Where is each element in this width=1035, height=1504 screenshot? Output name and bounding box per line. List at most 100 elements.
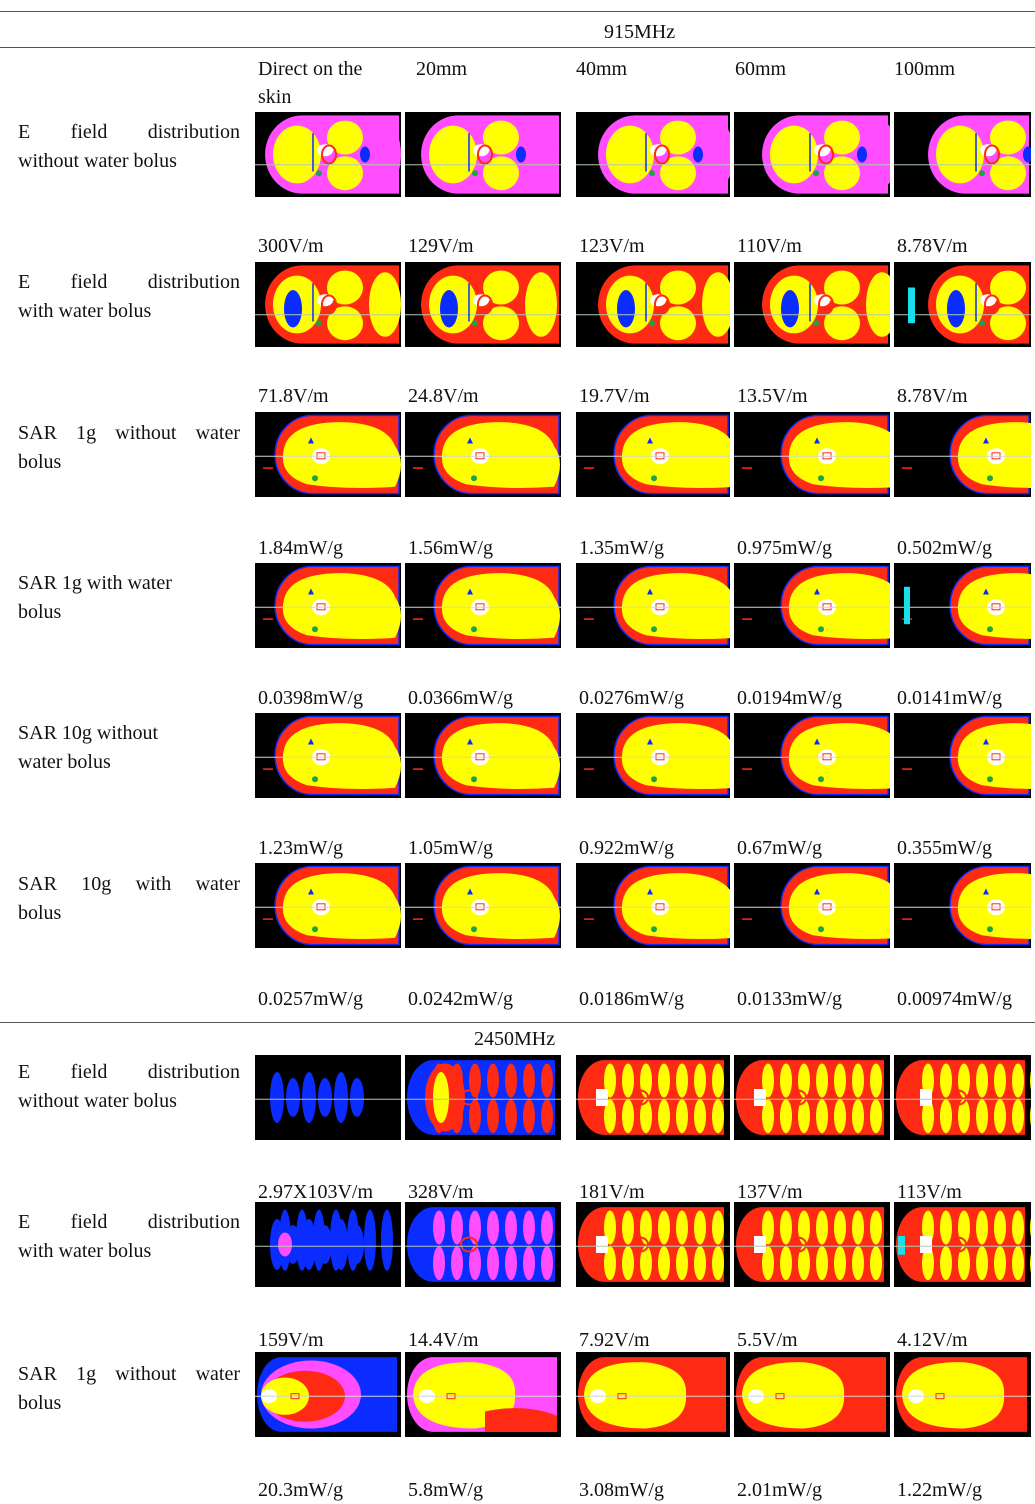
- field-map-image: [734, 412, 890, 497]
- field-map-image: [576, 262, 730, 347]
- peak-value: 3.08mW/g: [579, 1479, 664, 1501]
- peak-value: 8.78V/m: [897, 385, 968, 407]
- peak-value: 300V/m: [258, 235, 324, 257]
- field-map-image: [576, 1202, 730, 1287]
- row-label-line2: bolus: [18, 601, 62, 623]
- row-label-line2: bolus: [18, 451, 62, 473]
- row-label: SAR 1g without water bolus: [18, 419, 240, 477]
- peak-value: 0.67mW/g: [737, 837, 822, 859]
- field-map-image: [894, 1202, 1031, 1287]
- field-map-image: [894, 412, 1031, 497]
- field-map-image: [576, 1055, 730, 1140]
- row-label-line1: SAR 1g without water: [18, 1363, 240, 1385]
- row-label: SAR 10g with water bolus: [18, 870, 240, 928]
- field-map-image: [255, 1055, 401, 1140]
- peak-value: 8.78V/m: [897, 235, 968, 257]
- field-map-image: [255, 863, 401, 948]
- section-title-915: 915MHz: [604, 21, 676, 43]
- peak-value: 0.0366mW/g: [408, 687, 513, 709]
- row-label-line2: with water bolus: [18, 1240, 152, 1262]
- row-label-line1: SAR 1g without water: [18, 422, 240, 444]
- peak-value: 137V/m: [737, 1181, 803, 1203]
- peak-value: 129V/m: [408, 235, 474, 257]
- row-label-line2: with water bolus: [18, 300, 152, 322]
- row-label-line2: without water bolus: [18, 1090, 177, 1112]
- row-label-line1: SAR 1g with water: [18, 572, 172, 594]
- row-label-line2: bolus: [18, 902, 62, 924]
- peak-value: 2.01mW/g: [737, 1479, 822, 1501]
- peak-value: 0.00974mW/g: [897, 988, 1012, 1010]
- peak-value: 7.92V/m: [579, 1329, 650, 1351]
- row-label-line1: E field distribution: [18, 1061, 240, 1083]
- field-map-image: [576, 563, 730, 648]
- peak-value: 0.975mW/g: [737, 537, 832, 559]
- field-map-image: [894, 713, 1031, 798]
- peak-value: 71.8V/m: [258, 385, 329, 407]
- field-map-image: [734, 1055, 890, 1140]
- peak-value: 1.05mW/g: [408, 837, 493, 859]
- peak-value: 159V/m: [258, 1329, 324, 1351]
- field-map-image: [255, 1202, 401, 1287]
- peak-value: 113V/m: [897, 1181, 962, 1203]
- field-map-image: [894, 112, 1031, 197]
- field-map-image: [894, 262, 1031, 347]
- row-label-line1: SAR 10g without: [18, 722, 159, 744]
- field-map-image: [576, 863, 730, 948]
- peak-value: 181V/m: [579, 1181, 645, 1203]
- peak-value: 123V/m: [579, 235, 645, 257]
- field-map-image: [734, 563, 890, 648]
- field-map-image: [405, 1202, 561, 1287]
- field-map-image: [255, 112, 401, 197]
- column-header-40mm: 40mm: [576, 58, 628, 80]
- peak-value: 0.355mW/g: [897, 837, 992, 859]
- row-label: SAR 10g without water bolus: [18, 719, 240, 777]
- field-map-image: [576, 112, 730, 197]
- row-label: E field distribution with water bolus: [18, 1208, 240, 1266]
- field-map-image: [734, 863, 890, 948]
- field-map-image: [576, 1352, 730, 1437]
- field-map-image: [734, 112, 890, 197]
- peak-value: 0.0242mW/g: [408, 988, 513, 1010]
- peak-value: 0.502mW/g: [897, 537, 992, 559]
- peak-value: 0.0276mW/g: [579, 687, 684, 709]
- section-title-2450: 2450MHz: [474, 1028, 556, 1050]
- field-map-image: [734, 262, 890, 347]
- peak-value: 0.0186mW/g: [579, 988, 684, 1010]
- peak-value: 0.922mW/g: [579, 837, 674, 859]
- field-map-image: [576, 713, 730, 798]
- field-map-image: [255, 713, 401, 798]
- peak-value: 0.0141mW/g: [897, 687, 1002, 709]
- peak-value: 20.3mW/g: [258, 1479, 343, 1501]
- field-map-image: [255, 1352, 401, 1437]
- field-map-image: [405, 1055, 561, 1140]
- row-label-line2: water bolus: [18, 751, 111, 773]
- row-label-line2: bolus: [18, 1392, 62, 1414]
- field-map-image: [405, 713, 561, 798]
- row-label: SAR 1g without water bolus: [18, 1360, 240, 1418]
- field-map-image: [255, 262, 401, 347]
- peak-value: 0.0257mW/g: [258, 988, 363, 1010]
- column-header-direct: Direct on the skin: [258, 58, 363, 108]
- field-map-image: [576, 412, 730, 497]
- field-map-image: [894, 863, 1031, 948]
- peak-value: 13.5V/m: [737, 385, 808, 407]
- field-map-image: [734, 1352, 890, 1437]
- peak-value: 0.0194mW/g: [737, 687, 842, 709]
- field-map-image: [894, 563, 1031, 648]
- peak-value: 110V/m: [737, 235, 802, 257]
- peak-value: 1.35mW/g: [579, 537, 664, 559]
- peak-value: 5.8mW/g: [408, 1479, 483, 1501]
- column-header-60mm: 60mm: [735, 58, 787, 80]
- field-map-image: [894, 1055, 1031, 1140]
- field-map-image: [734, 1202, 890, 1287]
- column-header-20mm: 20mm: [416, 58, 468, 80]
- row-label: E field distribution with water bolus: [18, 268, 240, 326]
- row-label-line1: E field distribution: [18, 121, 240, 143]
- column-header-100mm: 100mm: [894, 58, 956, 80]
- field-map-image: [405, 112, 561, 197]
- section-divider: [0, 1022, 1035, 1023]
- header-rule: [0, 47, 1035, 48]
- peak-value: 328V/m: [408, 1181, 474, 1203]
- peak-value: 1.23mW/g: [258, 837, 343, 859]
